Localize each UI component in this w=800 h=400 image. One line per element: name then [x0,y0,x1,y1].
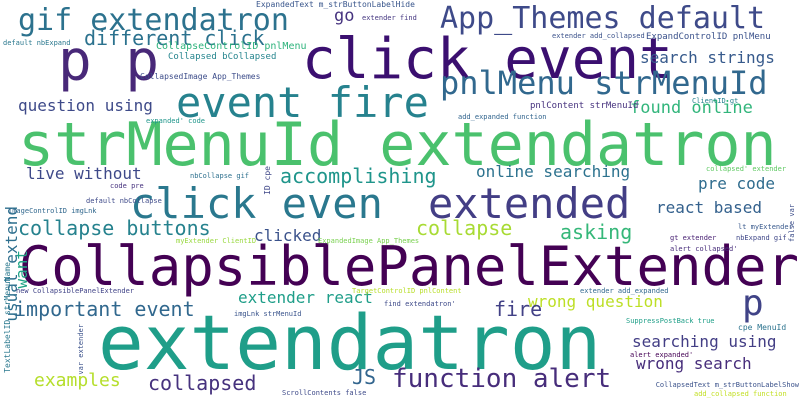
word-code-pre: code pre [110,182,144,190]
word-wrong-question: wrong question [528,292,663,311]
word-id-cpe: ID cpe [263,166,272,195]
word-collapse: collapse [416,216,513,240]
word-pnlcontent-strmenuid: pnlContent strMenuId [530,101,639,111]
word-event-fire: event fire [176,78,429,127]
word-function-alert: function alert [392,364,612,394]
word-app-themes-default: App_Themes default [440,1,766,36]
word-live-without: live without [26,164,142,183]
word-p-p: p p [58,29,160,94]
word-fire: fire [494,297,543,321]
word-different-click: different click [84,26,265,50]
word-nbcollapse-gif: nbCollapse gif [190,172,250,180]
word-targetcontrolid-pnlcontent: TargetControlID pnlContent [352,287,462,295]
word-examples: examples [34,370,121,391]
word-clientid-gt: ClientID gt [692,97,739,105]
word-collapsiblepanelextender: CollapsiblePanelExtender [18,235,799,298]
word-extender-add-collapsed: extender add_collapsed [552,32,645,40]
word-go: go [334,6,355,26]
word-click-even: click even [130,179,383,228]
word-cpe-menuid: cpe MenuId [738,323,787,332]
word-found-online: found online [630,98,753,118]
word-collapsecontrolid-pnlmenu: CollapseControlID pnlMenu [156,41,307,52]
word-expanded-code: expanded' code [146,117,206,125]
word-imglnk-strmenuid: imgLnk strMenuId [234,310,302,318]
word-clicked: clicked [254,226,322,245]
word-question-using: question using [18,96,153,115]
word-find-extendatron: find extendatron' [384,300,456,308]
word-react-based: react based [656,198,762,217]
word-expandedtext-m-strbuttonlabelhide: ExpandedText m_strButtonLabelHide [256,0,415,9]
word-extender-find: extender find [362,14,417,22]
word-add-expanded-function: add_expanded function [458,113,547,121]
word-nbexpand-gif: nbExpand gif [736,234,787,242]
word-alert-expanded: alert expanded' [630,351,694,359]
word-wrong-search: wrong search [636,354,752,373]
word-myextender-clientid: myExtender ClientID [176,237,257,245]
word-scrollcontents-false: ScrollContents false [282,389,367,397]
word-textlabelid-strmenuname: TextLabelID strMenuName [3,262,12,373]
word-default-nbexpand: default nbExpand [3,39,71,47]
word-suppresspostback-true: SuppressPostBack true [626,317,715,325]
word-online-searching: online searching [476,162,631,181]
word-collapsedimage-app-themes: CollapsedImage App_Themes [140,72,261,81]
word-collapsedtext-m-strbuttonlabelshow: CollapsedText m_strButtonLabelShow [655,381,799,389]
word-click-event: click event [302,27,673,92]
word-p: p [742,283,764,324]
word-accomplishing: accomplishing [280,164,437,188]
word-expandcontrolid-pnlmenu: ExpandControlID pnlMenu [646,32,771,42]
word-strmenuid-extendatron: strMenuId extendatron [18,110,777,180]
word-gt-extender: gt extender [670,234,717,242]
word-new-collapsiblepanelextender: new CollapsiblePanelExtender [16,287,135,295]
word-extender-add-expanded: extender add_expanded [580,287,669,295]
word-alert-collapsed: alert collapsed' [670,245,738,253]
word-pre-code: pre code [698,174,776,193]
word-pnlmenu-strmenuid: pnlMenu strMenuId [440,64,768,102]
word-extendatron: extendatron [98,298,602,387]
word-var-extender: var extender [77,324,85,375]
word-extended: extended [428,179,631,228]
word-collapsed-extender: collapsed' extender [706,165,787,173]
word-collapsed: collapsed [148,371,257,395]
word-expandedimage-app-themes: ExpandedImage App_Themes [318,237,420,245]
word-imagecontrolid-imglnk: ImageControlID imgLnk [8,207,97,215]
word-gif-extendatron: gif extendatron [18,3,289,38]
word-search-strings: search strings [640,48,775,67]
word-false-var: false var [788,204,796,242]
word-default-nbcollapse: default nbCollapse [86,197,162,205]
word-important-event: important event [14,297,195,321]
word-collapse-buttons: collapse buttons [18,216,211,240]
word-lt-myextender: lt myExtender [738,223,793,231]
word-extender-react: extender react [238,288,373,307]
word-js: JS [352,365,377,389]
word-collapsed-bcollapsed: Collapsed bCollapsed [168,52,277,62]
word-searching-using: searching using [632,332,777,351]
word-asking: asking [560,220,633,244]
word-add-collapsed-function: add_collapsed function [694,390,787,398]
